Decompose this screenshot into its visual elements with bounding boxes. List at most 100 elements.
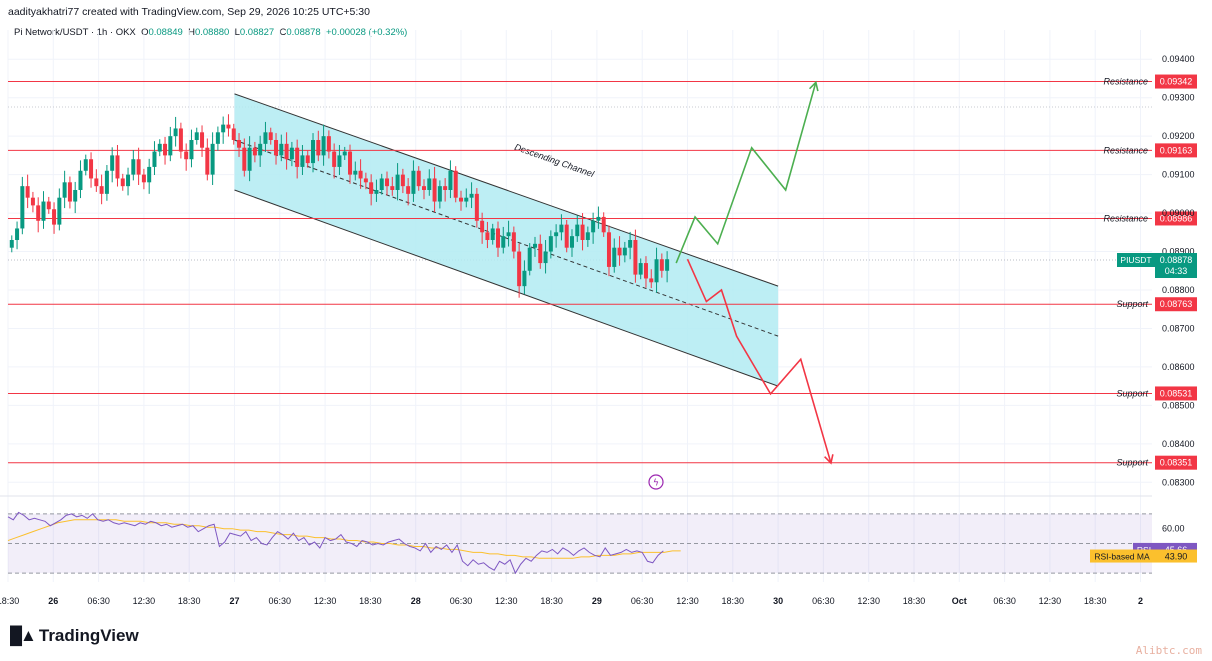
scenario-paths [675,80,834,465]
candle-body [194,132,199,140]
candle-body [453,170,458,198]
candle-body [485,232,490,240]
candle-body [30,197,35,206]
current-price-badge [1155,253,1197,278]
candle-body [15,228,20,240]
candle-body [147,166,152,183]
candle-body [210,143,215,175]
candle-body [585,232,590,240]
time-tick: 06:30 [269,596,292,606]
candle-body [78,170,83,190]
level-badge-text: 0.08986 [1160,213,1193,223]
price-tick: 0.09300 [1162,93,1195,103]
rsi-ma-value-badge [1155,549,1197,563]
candle-body [612,247,617,267]
candle-body [390,186,395,190]
price-tick: 0.08300 [1162,477,1195,487]
candle-body [628,240,633,248]
channel-fill [234,93,779,387]
candle-body [369,182,374,194]
candle-body [448,170,453,190]
candle-body [226,124,231,129]
rsi-ma-value: 43.90 [1165,552,1188,562]
candle-body [437,186,442,202]
candle-body [284,143,289,160]
price-axis[interactable]: 0.094000.093000.092000.091000.090000.089… [1117,54,1197,487]
candle-body [157,143,162,152]
bearish-arrowhead [824,454,834,465]
candle-body [300,155,305,167]
low-value: 0.08827 [239,27,275,38]
candle-body [638,263,643,275]
candle-body [474,193,479,221]
time-tick: 12:30 [314,596,337,606]
candle-body [422,186,427,190]
time-axis[interactable]: 18:30 26 06:30 12:30 18:30 27 06:30 12:30 18:30 2… [0,596,1143,606]
candle-body [200,132,205,148]
candle-body [342,151,347,156]
level-badge-text: 0.09163 [1160,145,1193,155]
candle-body [295,147,300,167]
candlesticks [9,114,670,298]
candle-body [152,151,157,167]
candle-body [659,259,664,271]
time-tick: 12:30 [676,596,699,606]
candle-body [406,186,411,194]
time-tick: 26 [48,596,58,606]
open-value: 0.08849 [148,27,183,38]
level-badge [1155,74,1197,89]
candle-body [374,190,379,194]
symbol-label[interactable]: Pi Network/USDT · 1h · OKX [14,27,136,38]
time-tick: 18:30 [178,596,201,606]
chart-credit: aadityakhatri77 created with TradingView… [8,6,370,18]
candle-body [25,186,30,198]
time-tick: 27 [229,596,239,606]
support-resistance-levels: Resistance 0.09342 Resistance 0.09163 Resist… [8,74,1197,470]
low-label: L [234,27,240,38]
time-tick: 28 [411,596,421,606]
time-tick: 18:30 [540,596,563,606]
tradingview-logo[interactable]: █▲ TradingView [10,626,139,646]
level-badge [1155,143,1197,158]
candle-body [252,147,257,156]
candle-body [311,140,316,164]
bullish-arrowhead [808,80,819,92]
price-tick: 0.08600 [1162,362,1195,372]
candle-body [543,251,548,264]
price-tick: 0.09200 [1162,131,1195,141]
channel-midline [234,139,779,337]
candle-body [242,147,247,171]
candle-body [532,243,537,248]
symbol-badge [1117,253,1155,267]
candle-body [559,224,564,233]
level-name: Support [1116,458,1148,468]
time-tick: 06:30 [812,596,835,606]
time-tick: 18:30 [0,596,19,606]
candle-body [20,186,25,229]
level-name: Resistance [1103,213,1148,223]
candle-body [268,132,273,140]
candle-body [363,178,368,183]
candle-body [67,182,72,202]
candle-body [665,259,670,271]
time-tick: 12:30 [495,596,518,606]
level-badge-text: 0.08531 [1160,388,1193,398]
time-tick: 18:30 [1084,596,1107,606]
candle-body [596,216,601,221]
candle-body [316,140,321,156]
change-value: +0.00028 (+0.32%) [326,27,408,38]
candle-body [104,170,109,194]
event-icon [648,474,664,490]
candle-body [633,240,638,275]
countdown-value: 04:33 [1165,266,1188,276]
candle-body [495,228,500,248]
candle-body [395,174,400,190]
candle-body [506,232,511,237]
candle-body [237,140,242,148]
ohlc-legend: Pi Network/USDT · 1h · OKX O0.08849 H0.0… [14,27,407,38]
time-tick: 18:30 [903,596,926,606]
candle-body [205,147,210,175]
candle-body [115,155,120,179]
